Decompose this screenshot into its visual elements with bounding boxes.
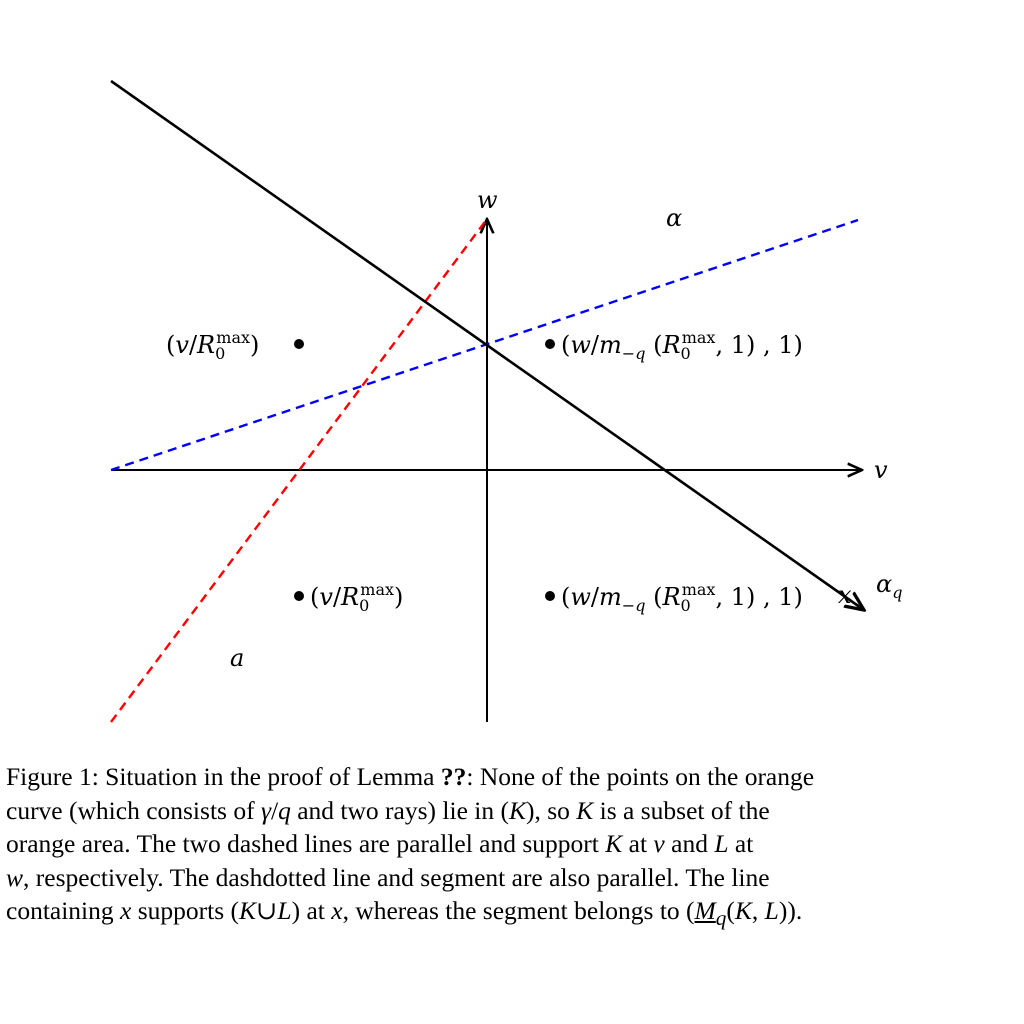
axis-label-w: w xyxy=(477,186,498,214)
point-label-upper-left: (v/R0max) xyxy=(166,328,259,363)
blue-dashed-line xyxy=(110,218,859,472)
figure-caption: Figure 1: Situation in the proof of Lemm… xyxy=(6,760,1020,936)
caption-line-1: Figure 1: Situation in the proof of Lemm… xyxy=(6,762,815,791)
alpha-label: α xyxy=(666,204,682,232)
solid-line xyxy=(110,79,864,610)
point-label-lower-right: (w/m−q (R0max, 1) , 1) xyxy=(561,580,803,615)
caption-line-4: w, respectively. The dashdotted line and… xyxy=(6,862,770,892)
axis-label-v: v xyxy=(874,456,888,484)
point-label-lower-left: (v/R0max) xyxy=(310,580,403,615)
lemma-figure: v w α αq a x (v/R0max) (w/m−q (R0max, 1)… xyxy=(110,79,902,723)
point-label-upper-right: (w/m−q (R0max, 1) , 1) xyxy=(561,328,803,363)
a-label: a xyxy=(230,644,244,672)
caption-line-2: curve (which consists of γ/q and two ray… xyxy=(6,795,770,825)
x-label: x xyxy=(838,581,852,609)
point-upper-left xyxy=(294,339,304,349)
point-lower-right xyxy=(545,591,555,601)
caption-line-5: containing x supports (K∪L) at x, wherea… xyxy=(6,896,803,931)
point-upper-right xyxy=(545,339,555,349)
caption-line-3: orange area. The two dashed lines are pa… xyxy=(6,829,754,858)
alpha-q-label: αq xyxy=(876,570,902,602)
point-lower-left xyxy=(294,591,304,601)
